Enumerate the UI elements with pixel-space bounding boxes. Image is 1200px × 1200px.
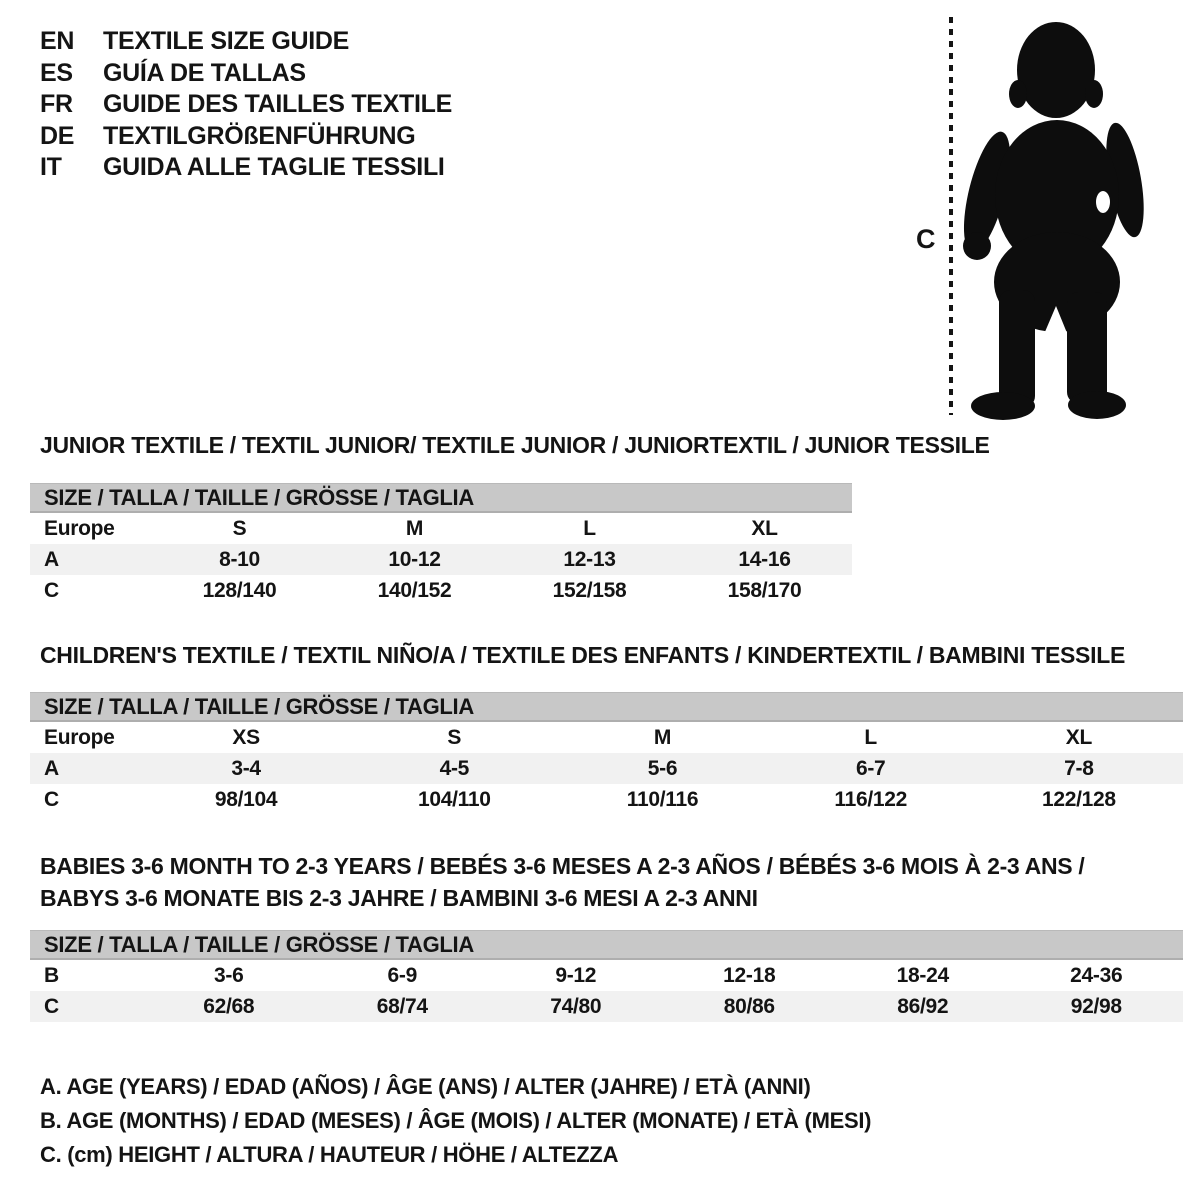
- table-cell: 98/104: [214, 787, 278, 811]
- note-line-c: C. (cm) HEIGHT / ALTURA / HAUTEUR / HÖHE…: [40, 1142, 619, 1167]
- size-header-bar: SIZE / TALLA / TAILLE / GRÖSSE / TAGLIA: [30, 483, 852, 513]
- table-cell: 62/68: [203, 994, 255, 1018]
- table-cell: 9-12: [555, 963, 597, 987]
- language-row-fr: FR GUIDE DES TAILLES TEXTILE: [40, 89, 452, 121]
- table-cell: 152/158: [552, 578, 627, 602]
- table-cell: 8-10: [219, 547, 260, 571]
- baby-silhouette-svg: C: [916, 17, 1144, 420]
- language-row-it: IT GUIDA ALLE TAGLIE TESSILI: [40, 152, 452, 184]
- table-cell: 12-18: [723, 963, 776, 987]
- table-cell: 104/110: [417, 787, 491, 811]
- table-cell: 68/74: [376, 994, 428, 1018]
- babies-size-table: SIZE / TALLA / TAILLE / GRÖSSE / TAGLIA …: [30, 930, 1183, 1022]
- legend-notes: A. AGE (YEARS) / EDAD (AÑOS) / ÂGE (ANS)…: [40, 1070, 871, 1172]
- table-cell: 24-36: [1070, 963, 1123, 987]
- table-cell: 116/122: [834, 787, 908, 811]
- table-row-height: C 128/140 140/152 152/158 158/170: [30, 575, 852, 606]
- table-cell: S: [232, 516, 247, 540]
- language-title-list: EN TEXTILE SIZE GUIDE ES GUÍA DE TALLAS …: [40, 26, 452, 184]
- table-cell: 7-8: [1064, 756, 1094, 780]
- table-cell: 122/128: [1041, 787, 1116, 811]
- language-code: DE: [40, 121, 75, 150]
- language-title: GUÍA DE TALLAS: [103, 58, 306, 87]
- table-cell: 140/152: [377, 578, 452, 602]
- table-row-height: C 62/68 68/74 74/80 80/86 86/92 92/98: [30, 991, 1183, 1022]
- table-row-height: C 98/104 104/110 110/116 116/122 122/128: [30, 784, 1183, 815]
- row-label: C: [44, 787, 59, 811]
- table-cell: 6-9: [387, 963, 418, 987]
- row-label: Europe: [44, 725, 115, 749]
- table-row-months: B 3-6 6-9 9-12 12-18 18-24 24-36: [30, 960, 1183, 991]
- table-cell: 110/116: [626, 787, 699, 811]
- language-title: TEXTILE SIZE GUIDE: [103, 27, 350, 55]
- row-label: Europe: [44, 516, 115, 540]
- table-cell: 14-16: [738, 547, 791, 571]
- table-cell: 86/92: [897, 994, 949, 1018]
- table-cell: XL: [1065, 725, 1093, 749]
- table-cell: M: [405, 516, 424, 540]
- table-cell: 158/170: [727, 578, 802, 602]
- language-row-de: DE TEXTILGRÖßENFÜHRUNG: [40, 121, 452, 153]
- children-size-table: SIZE / TALLA / TAILLE / GRÖSSE / TAGLIA …: [30, 692, 1183, 815]
- table-cell: XL: [751, 516, 778, 540]
- language-code: ES: [40, 58, 73, 87]
- size-header-label: SIZE / TALLA / TAILLE / GRÖSSE / TAGLIA: [44, 693, 474, 719]
- note-line-a: A. AGE (YEARS) / EDAD (AÑOS) / ÂGE (ANS)…: [40, 1074, 811, 1099]
- table-cell: 80/86: [723, 994, 775, 1018]
- table-cell: 4-5: [439, 756, 470, 780]
- language-title: TEXTILGRÖßENFÜHRUNG: [103, 121, 416, 150]
- junior-size-table: SIZE / TALLA / TAILLE / GRÖSSE / TAGLIA …: [30, 483, 852, 606]
- row-label: A: [44, 547, 59, 571]
- language-row-en: EN TEXTILE SIZE GUIDE: [40, 26, 452, 58]
- table-cell: S: [447, 725, 462, 749]
- table-cell: 3-6: [214, 963, 244, 987]
- babies-heading-line2: BABYS 3-6 MONATE BIS 2-3 JAHRE / BAMBINI…: [40, 885, 758, 911]
- language-title: GUIDA ALLE TAGLIE TESSILI: [103, 153, 445, 181]
- table-cell: 10-12: [388, 547, 441, 571]
- row-label: B: [44, 963, 59, 987]
- toddler-silhouette: [963, 22, 1144, 420]
- table-cell: 3-4: [231, 756, 261, 780]
- note-line-b: B. AGE (MONTHS) / EDAD (MESES) / ÂGE (MO…: [40, 1108, 872, 1133]
- table-row-age: A 8-10 10-12 12-13 14-16: [30, 544, 852, 575]
- language-code: IT: [40, 153, 62, 181]
- babies-section-heading: BABIES 3-6 MONTH TO 2-3 YEARS / BEBÉS 3-…: [40, 850, 1085, 914]
- table-cell: 74/80: [550, 994, 602, 1018]
- table-cell: L: [583, 516, 596, 540]
- table-cell: 92/98: [1070, 994, 1122, 1018]
- table-row-age: A 3-4 4-5 5-6 6-7 7-8: [30, 753, 1183, 784]
- row-label: C: [44, 578, 59, 602]
- table-row-europe: Europe XS S M L XL: [30, 722, 1183, 753]
- table-cell: L: [864, 725, 877, 749]
- size-header-label: SIZE / TALLA / TAILLE / GRÖSSE / TAGLIA: [44, 931, 474, 957]
- table-cell: 6-7: [855, 756, 886, 780]
- table-cell: XS: [232, 725, 260, 749]
- table-cell: 12-13: [563, 547, 616, 571]
- baby-silhouette-figure: C: [900, 8, 1200, 432]
- table-row-europe: Europe S M L XL: [30, 513, 852, 544]
- row-label: C: [44, 994, 59, 1018]
- language-title: GUIDE DES TAILLES TEXTILE: [103, 90, 453, 118]
- table-cell: 18-24: [896, 963, 950, 987]
- height-measure-label: C: [916, 224, 935, 254]
- language-code: EN: [40, 27, 75, 55]
- table-cell: 5-6: [647, 756, 678, 780]
- table-cell: 128/140: [202, 578, 277, 602]
- babies-heading-line1: BABIES 3-6 MONTH TO 2-3 YEARS / BEBÉS 3-…: [40, 853, 1085, 879]
- size-header-bar: SIZE / TALLA / TAILLE / GRÖSSE / TAGLIA: [30, 930, 1183, 960]
- row-label: A: [44, 756, 59, 780]
- junior-section-heading: JUNIOR TEXTILE / TEXTIL JUNIOR/ TEXTILE …: [40, 432, 990, 458]
- table-cell: M: [653, 725, 672, 749]
- children-section-heading: CHILDREN'S TEXTILE / TEXTIL NIÑO/A / TEX…: [40, 642, 1125, 668]
- language-row-es: ES GUÍA DE TALLAS: [40, 58, 452, 90]
- size-header-bar: SIZE / TALLA / TAILLE / GRÖSSE / TAGLIA: [30, 692, 1183, 722]
- size-header-label: SIZE / TALLA / TAILLE / GRÖSSE / TAGLIA: [44, 484, 474, 510]
- language-code: FR: [40, 90, 73, 118]
